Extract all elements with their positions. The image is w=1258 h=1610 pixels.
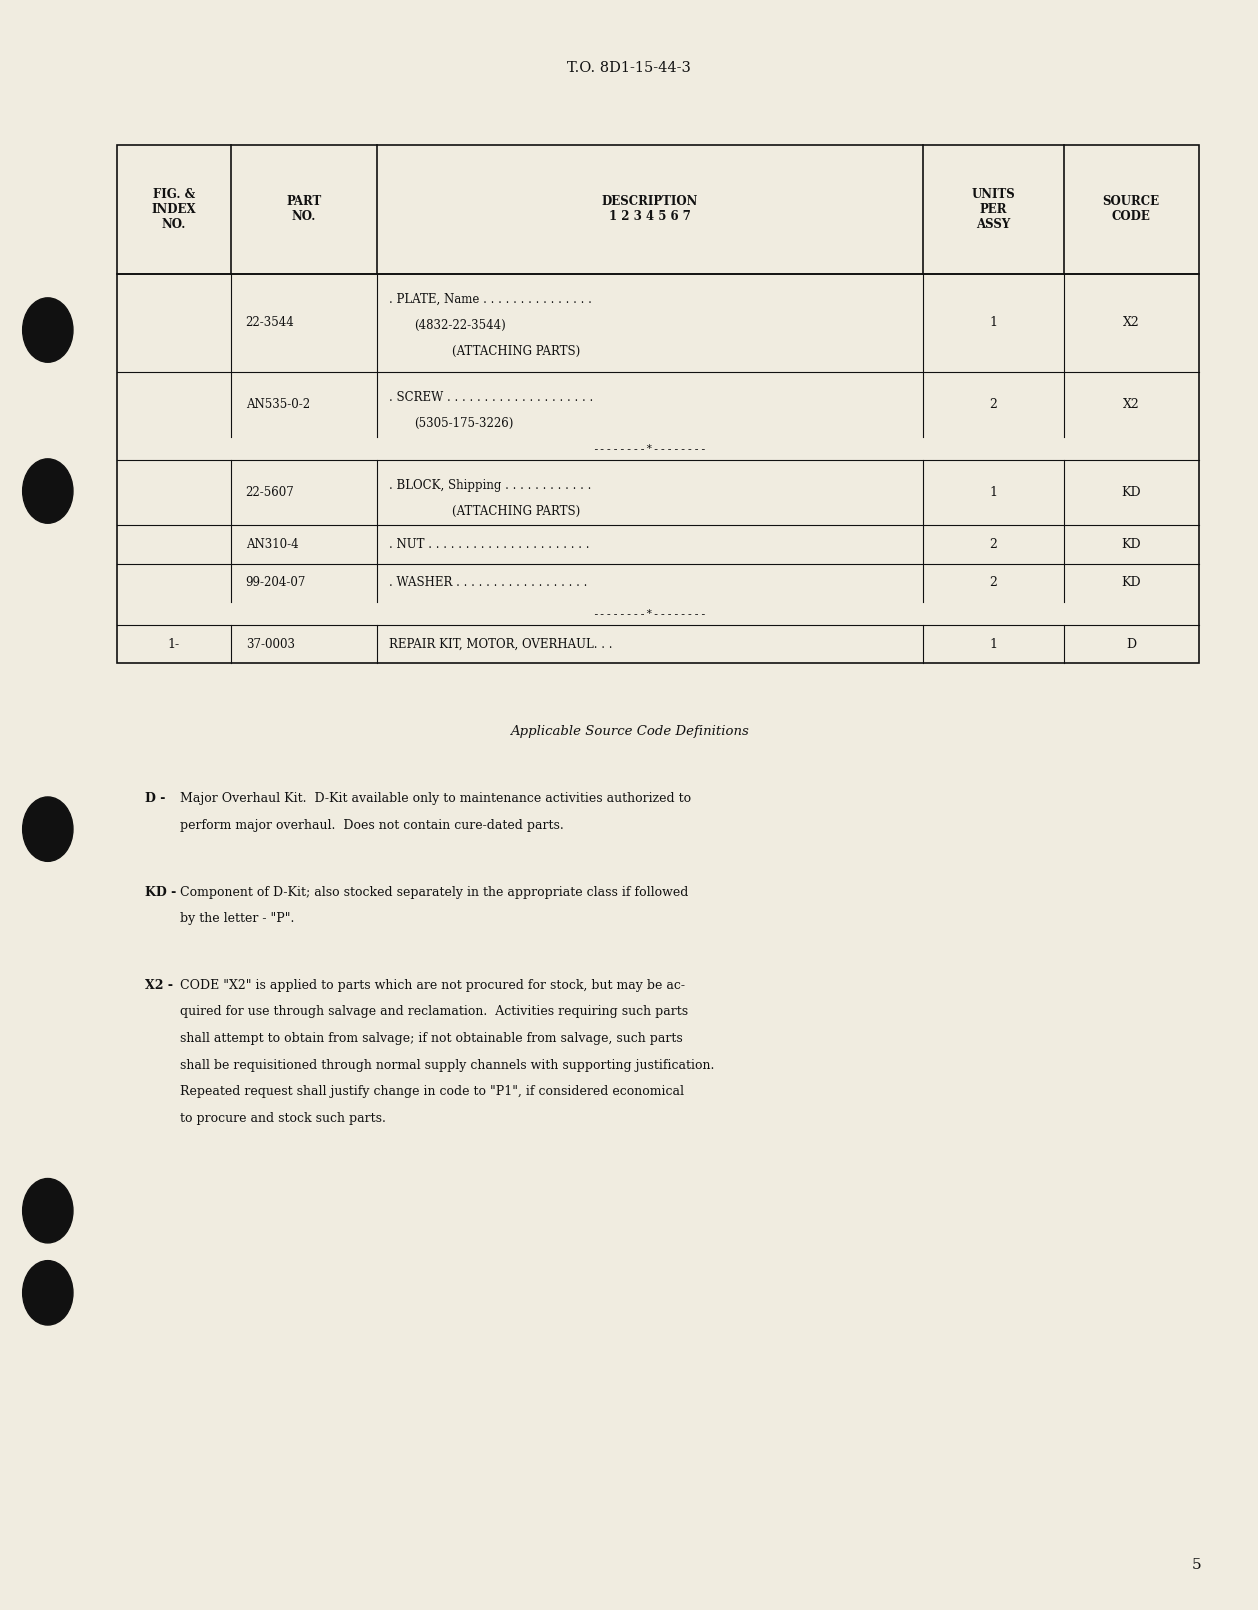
Text: shall be requisitioned through normal supply channels with supporting justificat: shall be requisitioned through normal su… <box>180 1059 715 1072</box>
Text: Applicable Source Code Definitions: Applicable Source Code Definitions <box>509 724 749 737</box>
Bar <box>117 145 1199 274</box>
Text: PART
NO.: PART NO. <box>286 195 321 224</box>
Text: SOURCE
CODE: SOURCE CODE <box>1103 195 1160 224</box>
Circle shape <box>23 1261 73 1325</box>
Text: 99-204-07: 99-204-07 <box>245 576 306 589</box>
Text: Major Overhaul Kit.  D-Kit available only to maintenance activities authorized t: Major Overhaul Kit. D-Kit available only… <box>180 792 691 805</box>
Text: KD: KD <box>1121 576 1141 589</box>
Circle shape <box>23 459 73 523</box>
Text: CODE "X2" is applied to parts which are not procured for stock, but may be ac-: CODE "X2" is applied to parts which are … <box>180 979 684 992</box>
Text: KD -: KD - <box>145 886 176 898</box>
Text: 1: 1 <box>989 638 998 650</box>
Text: UNITS
PER
ASSY: UNITS PER ASSY <box>971 188 1015 230</box>
Text: 2: 2 <box>989 576 998 589</box>
Text: to procure and stock such parts.: to procure and stock such parts. <box>180 1113 386 1125</box>
Text: perform major overhaul.  Does not contain cure-dated parts.: perform major overhaul. Does not contain… <box>180 819 564 832</box>
Text: . WASHER . . . . . . . . . . . . . . . . . .: . WASHER . . . . . . . . . . . . . . . .… <box>389 576 587 589</box>
Text: X2: X2 <box>1123 316 1140 328</box>
Text: 22-3544: 22-3544 <box>245 316 294 328</box>
Text: by the letter - "P".: by the letter - "P". <box>180 913 294 926</box>
Text: KD: KD <box>1121 486 1141 499</box>
Text: T.O. 8D1-15-44-3: T.O. 8D1-15-44-3 <box>567 61 691 74</box>
Text: 2: 2 <box>989 538 998 551</box>
Circle shape <box>23 1179 73 1243</box>
Circle shape <box>23 298 73 362</box>
Text: . NUT . . . . . . . . . . . . . . . . . . . . . .: . NUT . . . . . . . . . . . . . . . . . … <box>389 538 590 551</box>
Text: D: D <box>1126 638 1136 650</box>
Text: X2: X2 <box>1123 398 1140 411</box>
Text: Component of D-Kit; also stocked separately in the appropriate class if followed: Component of D-Kit; also stocked separat… <box>180 886 688 898</box>
Text: FIG. &
INDEX
NO.: FIG. & INDEX NO. <box>151 188 196 230</box>
Text: 1: 1 <box>989 316 998 328</box>
Text: Repeated request shall justify change in code to "P1", if considered economical: Repeated request shall justify change in… <box>180 1085 684 1098</box>
Text: (ATTACHING PARTS): (ATTACHING PARTS) <box>452 345 580 357</box>
Text: (4832-22-3544): (4832-22-3544) <box>414 319 506 332</box>
Text: 5: 5 <box>1191 1558 1201 1571</box>
Circle shape <box>23 797 73 861</box>
Text: AN310-4: AN310-4 <box>245 538 298 551</box>
Text: D -: D - <box>145 792 165 805</box>
Text: DESCRIPTION
1 2 3 4 5 6 7: DESCRIPTION 1 2 3 4 5 6 7 <box>601 195 698 224</box>
Text: X2 -: X2 - <box>145 979 172 992</box>
Text: 2: 2 <box>989 398 998 411</box>
Text: shall attempt to obtain from salvage; if not obtainable from salvage, such parts: shall attempt to obtain from salvage; if… <box>180 1032 683 1045</box>
Text: 1: 1 <box>989 486 998 499</box>
Text: (ATTACHING PARTS): (ATTACHING PARTS) <box>452 506 580 518</box>
Text: REPAIR KIT, MOTOR, OVERHAUL. . .: REPAIR KIT, MOTOR, OVERHAUL. . . <box>389 638 613 650</box>
Text: (5305-175-3226): (5305-175-3226) <box>414 417 513 430</box>
Text: KD: KD <box>1121 538 1141 551</box>
Text: . PLATE, Name . . . . . . . . . . . . . . .: . PLATE, Name . . . . . . . . . . . . . … <box>389 293 593 306</box>
Text: . SCREW . . . . . . . . . . . . . . . . . . . .: . SCREW . . . . . . . . . . . . . . . . … <box>389 391 594 404</box>
Text: AN535-0-2: AN535-0-2 <box>245 398 309 411</box>
Text: 37-0003: 37-0003 <box>245 638 294 650</box>
Text: . BLOCK, Shipping . . . . . . . . . . . .: . BLOCK, Shipping . . . . . . . . . . . … <box>389 480 591 493</box>
Text: 22-5607: 22-5607 <box>245 486 294 499</box>
Text: quired for use through salvage and reclamation.  Activities requiring such parts: quired for use through salvage and recla… <box>180 1005 688 1019</box>
Text: 1-: 1- <box>167 638 180 650</box>
Bar <box>117 274 1199 663</box>
Text: --------*--------: --------*-------- <box>593 443 707 454</box>
Text: --------*--------: --------*-------- <box>593 609 707 618</box>
